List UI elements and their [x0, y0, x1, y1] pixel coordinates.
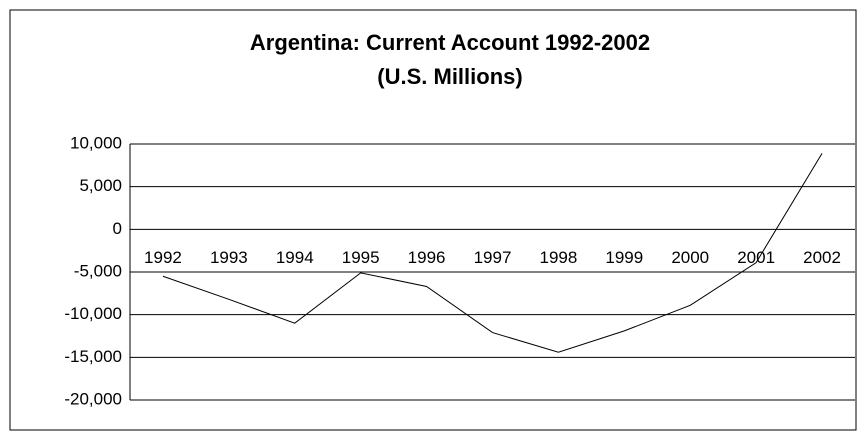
- y-tick-label: -10,000: [64, 304, 122, 323]
- y-tick-label: 10,000: [70, 133, 122, 152]
- chart-subtitle: (U.S. Millions): [377, 64, 522, 89]
- x-tick-label: 2000: [671, 248, 709, 267]
- y-tick-label: -15,000: [64, 347, 122, 366]
- x-tick-label: 1998: [539, 248, 577, 267]
- x-tick-label: 1992: [144, 248, 182, 267]
- x-tick-label: 1996: [408, 248, 446, 267]
- chart-border: [9, 9, 857, 431]
- y-tick-label: -20,000: [64, 389, 122, 408]
- x-tick-label: 1993: [210, 248, 248, 267]
- y-tick-label: 0: [113, 219, 122, 238]
- x-tick-label: 1999: [605, 248, 643, 267]
- x-tick-label: 1997: [474, 248, 512, 267]
- y-tick-label: 5,000: [79, 176, 122, 195]
- x-tick-label: 2001: [737, 248, 775, 267]
- y-tick-label: -5,000: [74, 261, 122, 280]
- chart-title: Argentina: Current Account 1992-2002: [250, 30, 650, 55]
- x-tick-label: 1995: [342, 248, 380, 267]
- x-tick-label: 2002: [803, 248, 841, 267]
- data-line: [162, 153, 823, 353]
- x-tick-label: 1994: [276, 248, 314, 267]
